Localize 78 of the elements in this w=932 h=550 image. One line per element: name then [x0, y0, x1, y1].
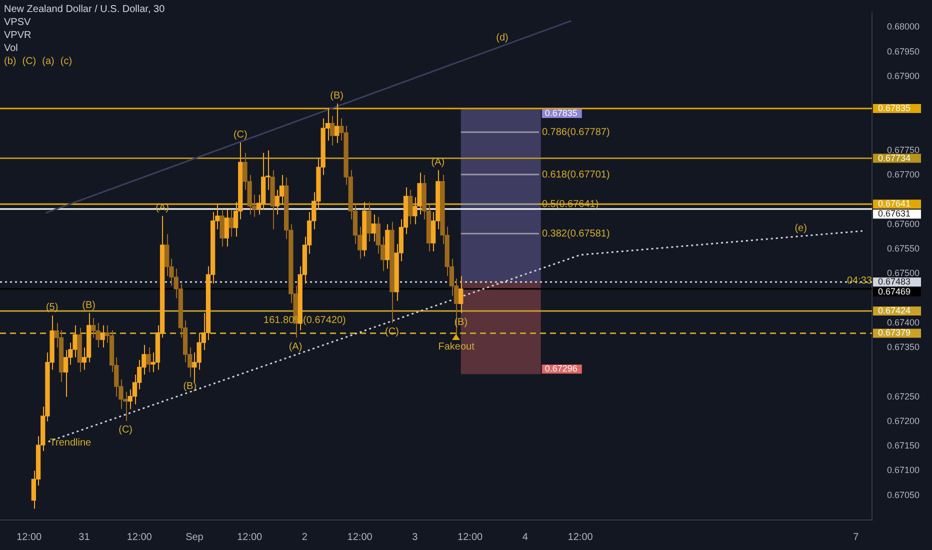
candlestick [371, 214, 376, 242]
annotation: (d) [496, 32, 508, 44]
y-tick-label: 0.67900 [887, 70, 920, 81]
annotation: (c) [60, 55, 72, 68]
x-tick-label: 12:00 [458, 532, 484, 543]
y-tick-label: 0.67550 [887, 243, 920, 254]
annotation: (b) [4, 55, 16, 68]
x-tick-label: 7 [853, 532, 860, 543]
x-tick-label: Sep [186, 532, 204, 543]
annotation: (5) [46, 302, 58, 314]
y-tick-label: 0.67500 [887, 268, 920, 278]
candlestick [100, 324, 105, 348]
candlestick [385, 224, 390, 270]
y-tick-label: 0.67400 [887, 317, 920, 328]
x-tick-label: 3 [412, 532, 418, 543]
annotation: 0.618(0.67701) [542, 169, 610, 180]
candlestick [334, 103, 340, 144]
candlestick [270, 170, 275, 230]
annotation: (A) [431, 156, 445, 168]
x-tick-label: 12:00 [347, 532, 373, 543]
annotation: (B) [183, 380, 197, 392]
annotation: (C) [118, 424, 132, 436]
y-tick-label: 0.67050 [887, 490, 920, 500]
candlestick [228, 209, 234, 238]
annotation: (C) [233, 129, 248, 140]
chart-title: New Zealand Dollar / U.S. Dollar, 30 [4, 3, 165, 16]
candlestick [220, 209, 224, 247]
band-label: 0.67296 [544, 364, 578, 374]
candlestick [146, 347, 151, 373]
annotation: (a) [42, 55, 54, 68]
band-label: 0.67835 [544, 108, 578, 118]
annotation: (A) [288, 341, 302, 352]
annotation: Vol [4, 42, 19, 55]
ref-line-label: 0.67424 [878, 306, 911, 316]
y-tick-label: 0.67600 [887, 218, 920, 229]
annotation: VPSV [4, 16, 32, 29]
candlestick [366, 202, 372, 242]
candlestick [458, 276, 464, 314]
annotation: 0.382(0.67581) [542, 228, 610, 240]
candlestick [362, 202, 367, 257]
ref-line-label: 0.67631 [878, 208, 911, 219]
y-tick-label: 0.67950 [887, 46, 920, 56]
annotation: 04:33 [846, 276, 872, 287]
annotation: VPVR [4, 29, 32, 42]
y-tick-label: 0.68000 [887, 22, 920, 32]
annotation: (e) [794, 222, 807, 234]
x-tick-label: 12:00 [237, 532, 263, 543]
ref-line-label: 0.67641 [878, 198, 911, 209]
candlestick [330, 115, 335, 146]
x-tick-label: 12:00 [126, 532, 152, 543]
x-tick-label: 12:00 [16, 532, 42, 543]
ref-line-label: 0.67835 [878, 102, 911, 113]
annotation: 0.786(0.67787) [542, 126, 610, 138]
candlestick [390, 221, 394, 324]
annotation: (B) [82, 300, 96, 311]
y-tick-label: 0.67350 [887, 342, 920, 352]
y-tick-label: 0.67150 [887, 440, 920, 451]
y-tick-label: 0.67250 [887, 391, 920, 402]
ref-line-label: 0.67469 [878, 286, 911, 296]
annotation: (B) [330, 90, 344, 102]
ref-line-label: 0.67483 [878, 276, 911, 286]
y-tick-label: 0.67700 [887, 170, 920, 180]
x-tick-label: 2 [302, 532, 308, 543]
y-tick-label: 0.67750 [887, 144, 920, 155]
y-tick-label: 0.67200 [887, 416, 920, 426]
annotation: Fakeout [438, 341, 475, 352]
annotation: Trendline [50, 438, 92, 449]
candlestick [408, 189, 413, 225]
y-tick-label: 0.67100 [887, 465, 920, 476]
ref-line-label: 0.67734 [878, 152, 911, 163]
candlestick [77, 327, 82, 373]
x-tick-label: 4 [522, 532, 528, 543]
x-tick-label: 12:00 [568, 532, 594, 543]
candlestick [224, 209, 229, 247]
ref-line-label: 0.67379 [878, 328, 911, 338]
x-tick-label: 31 [78, 532, 90, 543]
annotation: (C) [385, 326, 399, 338]
annotation: (C) [22, 55, 36, 68]
